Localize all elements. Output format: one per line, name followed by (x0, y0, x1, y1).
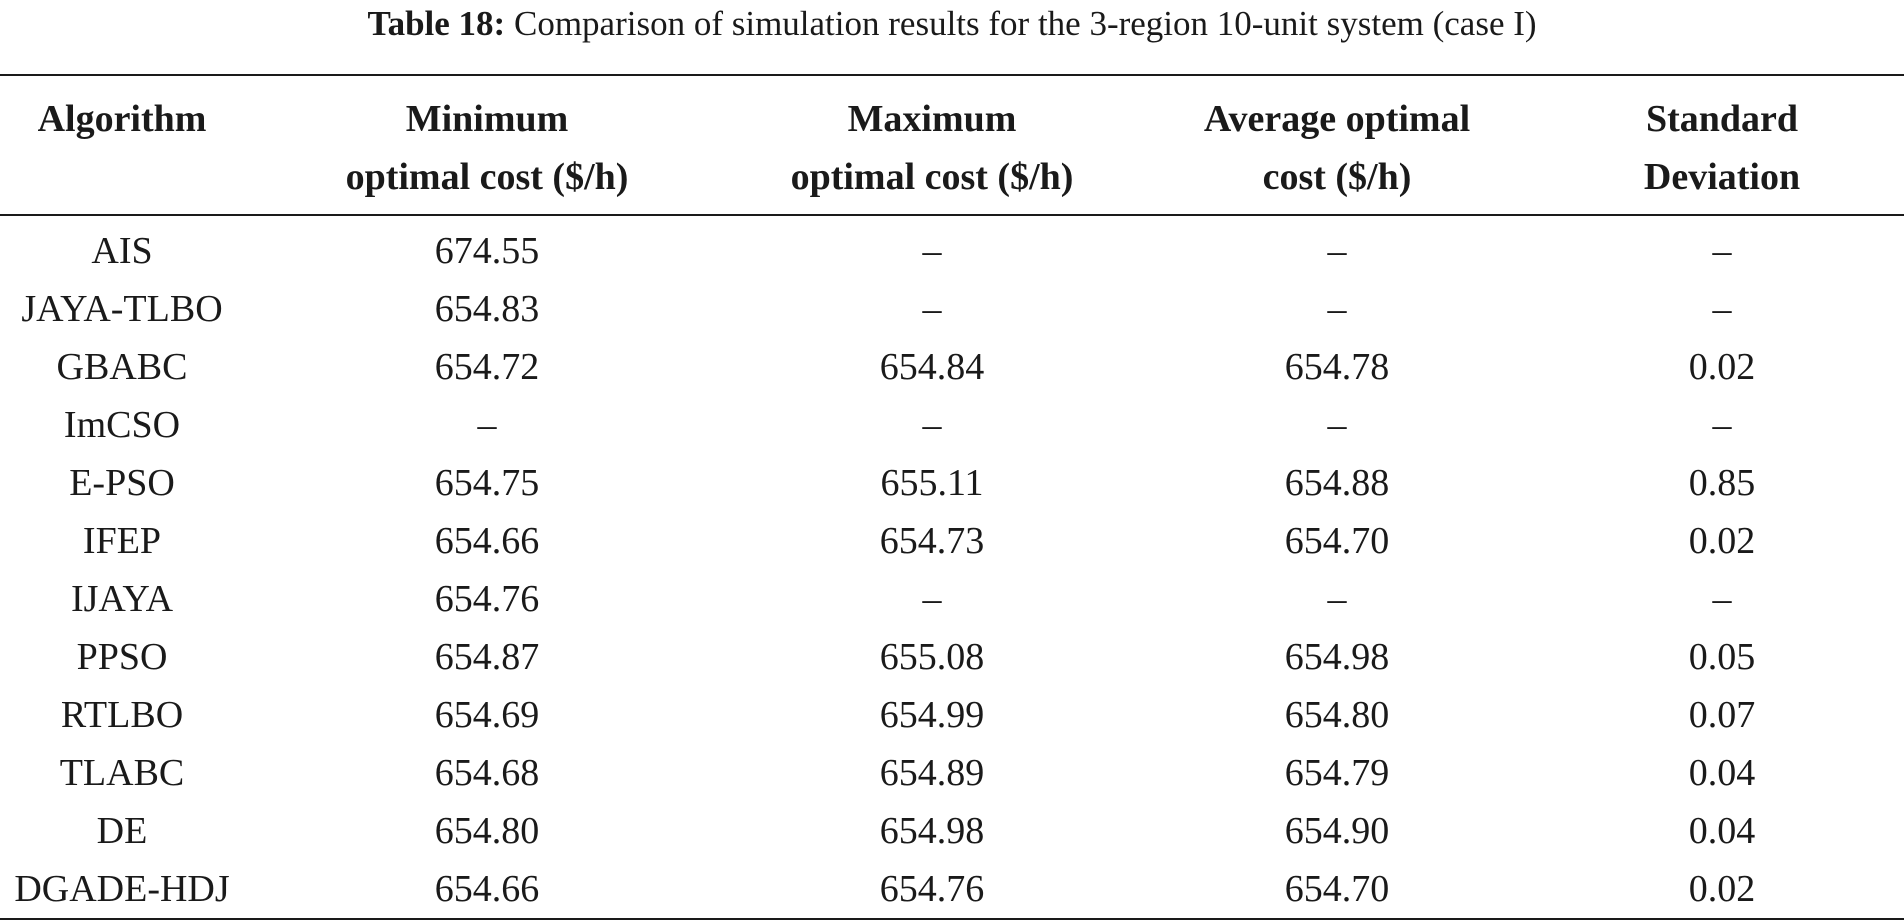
cell-algorithm: AIS (91, 230, 153, 272)
cell-standard-deviation: 0.85 (1688, 462, 1756, 504)
cell-maximum-cost: 655.11 (880, 462, 984, 504)
cell-standard-deviation: – (1712, 230, 1732, 272)
cell-minimum-cost: 654.72 (434, 346, 540, 388)
cell-minimum-cost: 654.75 (434, 462, 540, 504)
cell-algorithm: DGADE-HDJ (14, 868, 230, 910)
table-row: JAYA-TLBO 654.83 – – – (0, 280, 1904, 338)
cell-maximum-cost: 654.99 (879, 694, 985, 736)
cell-algorithm: JAYA-TLBO (21, 288, 223, 330)
cell-algorithm: E-PSO (69, 462, 175, 504)
cell-minimum-cost: 654.87 (434, 636, 540, 678)
cell-average-cost: – (1327, 230, 1347, 272)
table-row: RTLBO 654.69 654.99 654.80 0.07 (0, 686, 1904, 744)
table-row: IFEP 654.66 654.73 654.70 0.02 (0, 512, 1904, 570)
cell-minimum-cost: 654.80 (434, 810, 540, 852)
header-maximum-cost-line2: optimal cost ($/h) (790, 156, 1074, 198)
table-header: Algorithm Minimum optimal cost ($/h) Max… (0, 75, 1904, 215)
header-row: Algorithm Minimum optimal cost ($/h) Max… (0, 75, 1904, 215)
cell-minimum-cost: 674.55 (434, 230, 540, 272)
cell-algorithm: IFEP (82, 520, 162, 562)
cell-average-cost: – (1327, 404, 1347, 446)
cell-standard-deviation: 0.02 (1688, 520, 1756, 562)
cell-average-cost: – (1327, 578, 1347, 620)
table-row: AIS 674.55 – – – (0, 215, 1904, 280)
cell-standard-deviation: – (1712, 404, 1732, 446)
caption-label: Table 18: (367, 4, 506, 43)
cell-algorithm: TLABC (59, 752, 185, 794)
table-row: E-PSO 654.75 655.11 654.88 0.85 (0, 454, 1904, 512)
cell-standard-deviation: 0.04 (1688, 752, 1756, 794)
header-standard-deviation-line1: Standard (1645, 98, 1799, 140)
header-minimum-cost-line2: optimal cost ($/h) (345, 156, 629, 198)
cell-maximum-cost: 654.73 (879, 520, 985, 562)
cell-standard-deviation: 0.05 (1688, 636, 1756, 678)
cell-maximum-cost: 655.08 (879, 636, 985, 678)
cell-average-cost: 654.79 (1284, 752, 1390, 794)
table-row: PPSO 654.87 655.08 654.98 0.05 (0, 628, 1904, 686)
cell-minimum-cost: 654.66 (434, 520, 540, 562)
table-row: TLABC 654.68 654.89 654.79 0.04 (0, 744, 1904, 802)
cell-average-cost: 654.80 (1284, 694, 1390, 736)
cell-algorithm: PPSO (76, 636, 168, 678)
cell-maximum-cost: – (922, 578, 942, 620)
cell-standard-deviation: – (1712, 288, 1732, 330)
header-standard-deviation: Standard Deviation (1540, 75, 1904, 215)
cell-minimum-cost: 654.66 (434, 868, 540, 910)
cell-average-cost: – (1327, 288, 1347, 330)
cell-minimum-cost: 654.83 (434, 288, 540, 330)
cell-maximum-cost: – (922, 404, 942, 446)
cell-algorithm: IJAYA (70, 578, 174, 620)
cell-standard-deviation: – (1712, 578, 1732, 620)
cell-average-cost: 654.88 (1284, 462, 1390, 504)
cell-maximum-cost: – (922, 288, 942, 330)
cell-algorithm: ImCSO (63, 404, 181, 446)
cell-maximum-cost: – (922, 230, 942, 272)
header-maximum-cost-line1: Maximum (847, 98, 1017, 140)
header-average-cost-line2: cost ($/h) (1262, 156, 1412, 198)
cell-standard-deviation: 0.04 (1688, 810, 1756, 852)
table-row: DE 654.80 654.98 654.90 0.04 (0, 802, 1904, 860)
cell-average-cost: 654.70 (1284, 868, 1390, 910)
cell-standard-deviation: 0.07 (1688, 694, 1756, 736)
cell-average-cost: 654.90 (1284, 810, 1390, 852)
cell-maximum-cost: 654.89 (879, 752, 985, 794)
cell-maximum-cost: 654.98 (879, 810, 985, 852)
cell-standard-deviation: 0.02 (1688, 346, 1756, 388)
table-caption: Table 18: Comparison of simulation resul… (0, 0, 1904, 48)
cell-algorithm: GBABC (56, 346, 188, 388)
table-row: DGADE-HDJ 654.66 654.76 654.70 0.02 (0, 860, 1904, 919)
header-average-cost-line1: Average optimal (1203, 98, 1471, 140)
header-algorithm-line1: Algorithm (37, 98, 207, 140)
cell-minimum-cost: – (477, 404, 497, 446)
header-standard-deviation-line2: Deviation (1643, 156, 1801, 198)
cell-minimum-cost: 654.68 (434, 752, 540, 794)
header-maximum-cost: Maximum optimal cost ($/h) (730, 75, 1134, 215)
cell-standard-deviation: 0.02 (1688, 868, 1756, 910)
cell-average-cost: 654.98 (1284, 636, 1390, 678)
header-minimum-cost: Minimum optimal cost ($/h) (244, 75, 730, 215)
table-body: AIS 674.55 – – – JAYA-TLBO 654.83 – – – GBABC 654.7… (0, 215, 1904, 919)
caption-text: Comparison of simulation results for the… (513, 4, 1537, 43)
cell-algorithm: RTLBO (60, 694, 184, 736)
cell-algorithm: DE (96, 810, 148, 852)
cell-average-cost: 654.70 (1284, 520, 1390, 562)
table-row: IJAYA 654.76 – – – (0, 570, 1904, 628)
table-row: ImCSO – – – – (0, 396, 1904, 454)
header-minimum-cost-line1: Minimum (405, 98, 569, 140)
cell-average-cost: 654.78 (1284, 346, 1390, 388)
cell-maximum-cost: 654.84 (879, 346, 985, 388)
cell-maximum-cost: 654.76 (879, 868, 985, 910)
table-row: GBABC 654.72 654.84 654.78 0.02 (0, 338, 1904, 396)
results-table: Algorithm Minimum optimal cost ($/h) Max… (0, 74, 1904, 920)
cell-minimum-cost: 654.69 (434, 694, 540, 736)
header-average-cost: Average optimal cost ($/h) (1134, 75, 1540, 215)
cell-minimum-cost: 654.76 (434, 578, 540, 620)
header-algorithm: Algorithm (0, 75, 244, 215)
